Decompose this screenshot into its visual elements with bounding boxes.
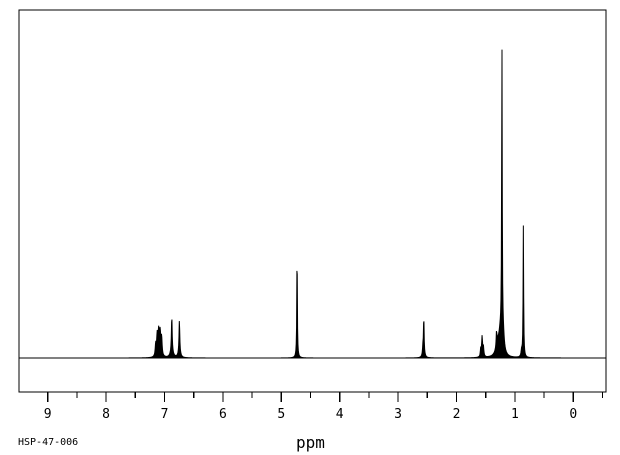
x-axis-ticks — [47, 392, 604, 402]
x-tick-label: 2 — [453, 407, 461, 422]
x-axis-title: ppm — [296, 433, 325, 452]
spectrum-trace — [19, 49, 607, 359]
x-tick-label: 1 — [511, 407, 519, 422]
x-tick-label: 6 — [219, 407, 227, 422]
x-tick-label: 5 — [277, 407, 285, 422]
x-tick-label: 0 — [569, 407, 577, 422]
sample-id-label: HSP-47-006 — [18, 437, 79, 448]
x-axis-tick-labels: 9 8 7 6 5 4 3 2 1 0 — [44, 407, 577, 422]
x-tick-label: 4 — [336, 407, 344, 422]
x-tick-label: 7 — [161, 407, 169, 422]
x-tick-label: 3 — [394, 407, 402, 422]
x-tick-label: 8 — [102, 407, 110, 422]
plot-frame — [18, 9, 607, 393]
x-tick-label: 9 — [44, 407, 52, 422]
